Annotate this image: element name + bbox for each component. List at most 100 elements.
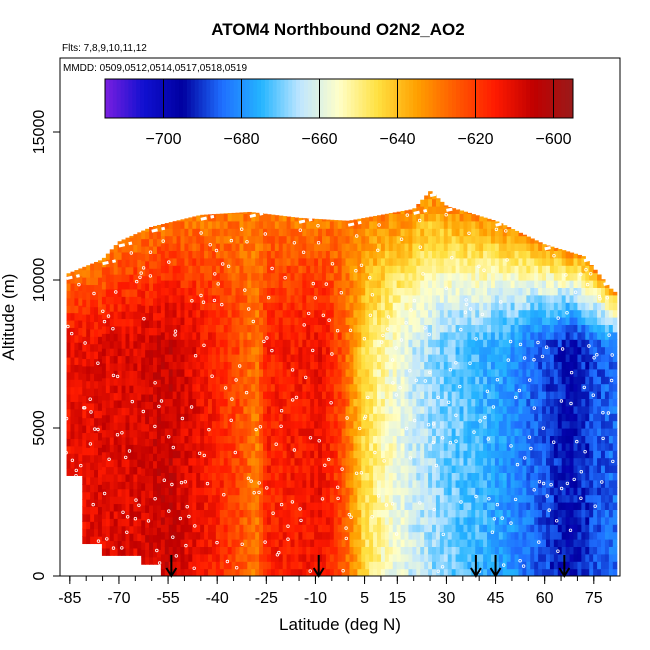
heat-cell <box>263 561 268 570</box>
heat-cell <box>416 376 421 385</box>
heat-cell <box>145 319 150 328</box>
heat-cell <box>412 208 417 214</box>
heat-cell <box>90 388 95 397</box>
heat-cell <box>278 309 284 318</box>
heat-cell <box>314 435 319 444</box>
heat-cell <box>392 524 398 533</box>
heat-cell <box>278 546 284 555</box>
heat-cell <box>384 346 390 355</box>
heat-cell <box>380 302 386 311</box>
heat-cell <box>133 540 138 549</box>
heat-cell <box>274 502 280 510</box>
heat-cell <box>388 294 394 303</box>
heat-cell <box>133 333 138 342</box>
heat-cell <box>306 235 311 244</box>
heat-cell <box>278 465 284 473</box>
heat-cell <box>435 287 441 296</box>
heat-cell <box>451 442 457 451</box>
heat-cell <box>439 487 445 496</box>
heat-cell <box>255 398 260 407</box>
heat-cell <box>333 442 339 451</box>
heat-cell <box>337 235 343 244</box>
heat-cell <box>463 391 468 399</box>
heat-cell <box>286 561 292 570</box>
heat-cell <box>270 472 276 481</box>
heat-cell <box>314 539 319 547</box>
heat-cell <box>94 299 99 308</box>
heat-cell <box>153 475 158 484</box>
heat-cell <box>231 250 237 259</box>
heat-cell <box>443 405 449 414</box>
heat-cell <box>361 531 366 540</box>
heat-cell <box>447 494 453 503</box>
heat-cell <box>219 457 225 466</box>
heat-cell <box>278 553 284 562</box>
heat-cell <box>471 479 476 488</box>
heat-cell <box>156 549 162 558</box>
heat-cell <box>141 282 146 291</box>
heat-cell <box>392 294 398 303</box>
heat-cell <box>333 502 339 510</box>
heat-cell <box>349 561 355 570</box>
heat-cell <box>357 250 362 259</box>
heat-cell <box>101 414 107 423</box>
heat-cell <box>286 294 292 303</box>
heat-cell <box>180 509 186 518</box>
heat-cell <box>266 309 272 318</box>
heat-cell <box>184 383 189 392</box>
heat-cell <box>396 309 402 318</box>
heat-cell <box>380 435 386 444</box>
heat-cell <box>137 496 142 505</box>
heat-cell <box>428 465 433 473</box>
heat-cell <box>357 243 362 251</box>
heat-cell <box>357 228 362 237</box>
heat-cell <box>439 257 445 266</box>
heat-cell <box>266 228 272 237</box>
heat-cell <box>129 274 134 283</box>
heat-cell <box>373 539 378 547</box>
heat-cell <box>357 472 362 481</box>
heat-cell <box>424 309 429 318</box>
heat-cell <box>74 416 79 425</box>
heat-cell <box>156 393 162 402</box>
heat-cell <box>278 472 284 481</box>
heat-cell <box>129 444 134 453</box>
heat-cell <box>105 436 111 445</box>
heat-cell <box>321 280 327 288</box>
heat-cell <box>428 383 433 392</box>
heat-cell <box>160 494 166 503</box>
heat-cell <box>290 494 296 503</box>
heat-cell <box>392 561 398 570</box>
heat-cell <box>180 294 186 303</box>
heat-cell <box>459 361 465 370</box>
heat-cell <box>475 472 480 481</box>
heat-cell <box>74 290 79 299</box>
heat-cell <box>412 294 417 303</box>
heat-cell <box>156 445 162 454</box>
heat-cell <box>443 383 449 392</box>
heat-cell <box>428 294 433 303</box>
heat-cell <box>180 324 186 333</box>
heat-cell <box>443 472 449 481</box>
heat-cell <box>294 220 300 229</box>
heat-cell <box>428 354 433 362</box>
heat-cell <box>337 294 343 303</box>
heat-cell <box>113 518 119 527</box>
heat-cell <box>109 473 115 482</box>
heat-cell <box>392 368 398 377</box>
heat-cell <box>243 539 248 547</box>
heat-cell <box>172 509 178 518</box>
heat-cell <box>349 280 355 288</box>
heat-cell <box>78 297 83 306</box>
heat-cell <box>235 383 241 392</box>
heat-cell <box>274 398 280 407</box>
heat-cell <box>74 460 79 469</box>
heat-cell <box>333 568 339 576</box>
heat-cell <box>270 479 276 488</box>
heat-cell <box>298 339 303 348</box>
heat-cell <box>196 235 201 244</box>
heat-cell <box>82 321 87 330</box>
heat-cell <box>396 294 402 303</box>
heat-cell <box>404 553 410 562</box>
heat-cell <box>471 346 476 355</box>
